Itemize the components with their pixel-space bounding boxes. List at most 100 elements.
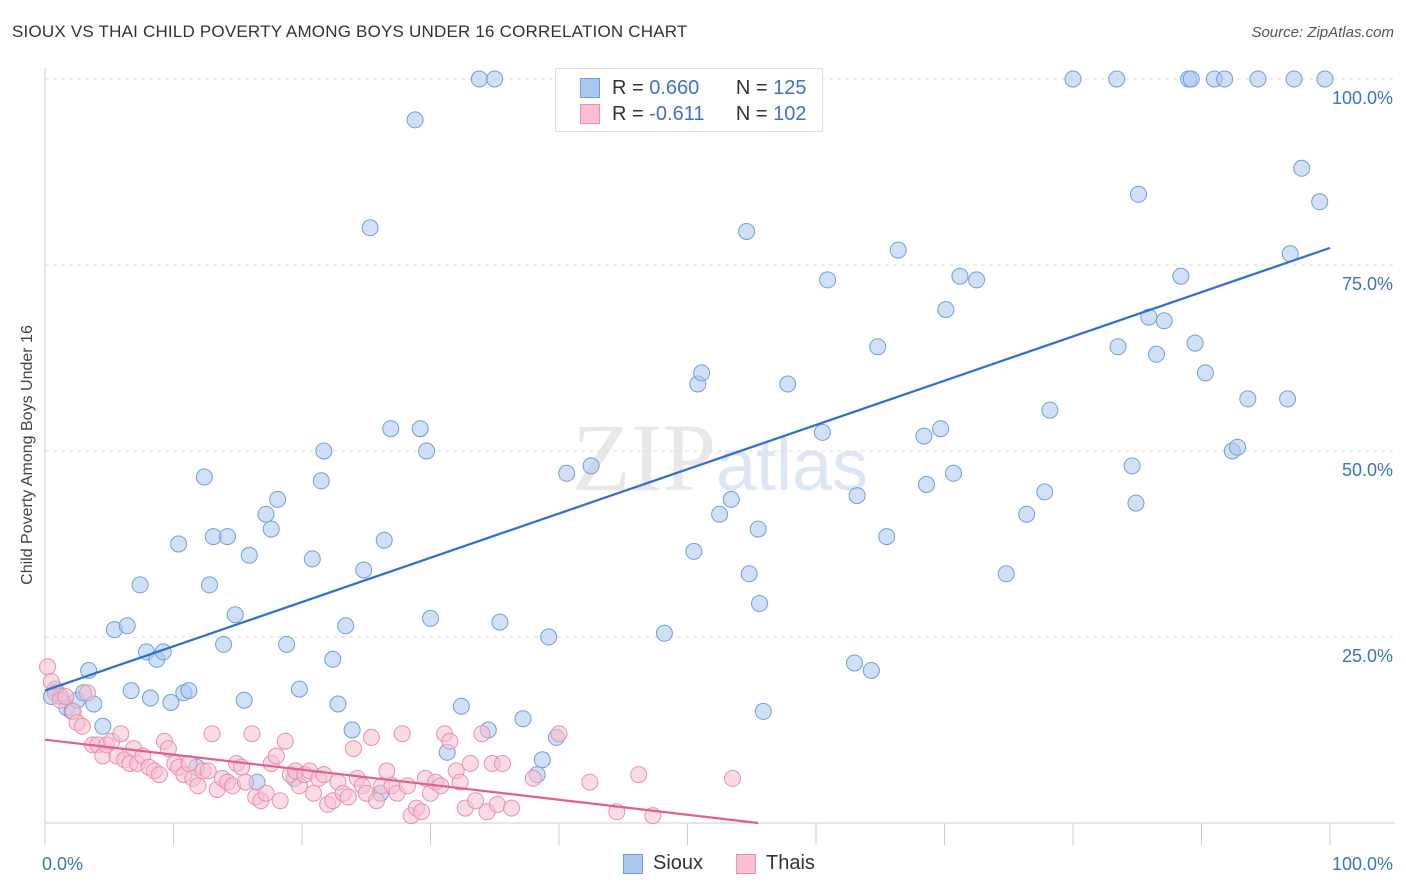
data-point (215, 635, 233, 653)
data-point (862, 662, 880, 679)
data-point (368, 792, 385, 810)
data-point (1109, 338, 1127, 356)
watermark-atlas: atlas (716, 426, 868, 506)
data-point (488, 795, 506, 813)
trend-line (44, 738, 759, 825)
data-point (204, 528, 222, 546)
data-point (693, 364, 711, 382)
data-point (393, 725, 411, 743)
data-point (937, 301, 955, 319)
data-point (491, 613, 509, 631)
data-point (1293, 159, 1311, 177)
y-tick-label: 75.0% (1342, 274, 1393, 294)
legend-n-value: 102 (773, 102, 807, 125)
data-point (315, 766, 333, 784)
data-point (337, 617, 355, 635)
data-point (550, 725, 568, 743)
data-point (751, 595, 768, 612)
legend-swatch-thais (580, 104, 600, 124)
data-point (869, 338, 887, 356)
data-point (257, 784, 275, 802)
data-point (473, 725, 491, 743)
x-tick-label: 100.0% (1332, 854, 1393, 874)
chart-source: Source: ZipAtlas.com (1251, 24, 1394, 41)
data-point (581, 773, 599, 791)
data-point (122, 682, 140, 700)
data-point (968, 271, 986, 289)
data-point (339, 788, 357, 806)
data-point (1285, 70, 1303, 88)
data-point (73, 717, 91, 735)
data-point (524, 769, 542, 787)
data-point (418, 442, 436, 460)
data-point (630, 766, 648, 784)
data-point (1311, 193, 1329, 211)
data-point (226, 606, 244, 624)
data-point (57, 688, 75, 705)
data-point (329, 695, 347, 713)
legend-row-sioux: R = 0.660 N = 125 (580, 75, 807, 101)
data-point (290, 680, 308, 698)
data-point (1316, 70, 1334, 88)
data-point (1036, 483, 1054, 501)
legend-n-label: N = (735, 76, 768, 99)
data-point (540, 628, 558, 646)
data-point (375, 531, 393, 549)
data-point (355, 561, 373, 579)
data-point (655, 624, 673, 642)
data-point (503, 799, 520, 817)
data-point (848, 487, 866, 505)
trend-lines (44, 246, 1331, 825)
bottom-legend-swatch-sioux (623, 853, 643, 874)
legend-r-label: R = (612, 102, 644, 125)
data-point (470, 70, 488, 88)
data-point (162, 694, 180, 711)
data-point (1249, 70, 1267, 88)
data-point (486, 70, 504, 88)
watermark-zip: ZIP (572, 404, 716, 511)
data-point (738, 223, 756, 240)
data-point (78, 684, 96, 702)
data-point (150, 766, 168, 784)
data-point (1108, 70, 1126, 88)
data-point (1279, 390, 1297, 408)
data-point (1155, 312, 1173, 330)
data-point (889, 241, 907, 259)
bottom-legend-label-thais: Thais (766, 852, 815, 874)
data-point (406, 111, 424, 129)
tick-labels: 25.0% 50.0% 75.0% 100.0% 0.0% 100.0% (42, 88, 1393, 874)
data-point (451, 773, 469, 791)
data-point (271, 792, 289, 810)
data-point (324, 650, 342, 668)
data-point (951, 267, 969, 285)
data-point (303, 550, 321, 568)
data-point (344, 740, 362, 758)
data-point (378, 762, 396, 780)
y-tick-label: 50.0% (1342, 460, 1393, 480)
data-point (514, 710, 532, 728)
data-point (749, 520, 767, 538)
data-point (754, 702, 772, 720)
legend-n-label: N = (735, 102, 768, 125)
data-point (243, 725, 261, 743)
data-point (199, 762, 217, 780)
data-point (240, 546, 258, 564)
data-point (1216, 70, 1234, 88)
data-point (219, 528, 236, 546)
data-point (312, 472, 330, 490)
bottom-legend-thais: Thais (736, 852, 815, 875)
data-point (932, 420, 950, 438)
data-point (1196, 364, 1214, 382)
data-point (1018, 505, 1036, 523)
data-point (997, 565, 1015, 583)
thais-points (39, 658, 741, 825)
data-point (878, 528, 896, 546)
y-tick-label: 100.0% (1332, 88, 1393, 108)
legend-row-thais: R = -0.611 N = 102 (580, 101, 807, 127)
data-point (494, 755, 511, 772)
data-point (141, 689, 159, 707)
data-point (452, 697, 470, 715)
data-point (195, 468, 213, 486)
data-point (819, 271, 837, 289)
